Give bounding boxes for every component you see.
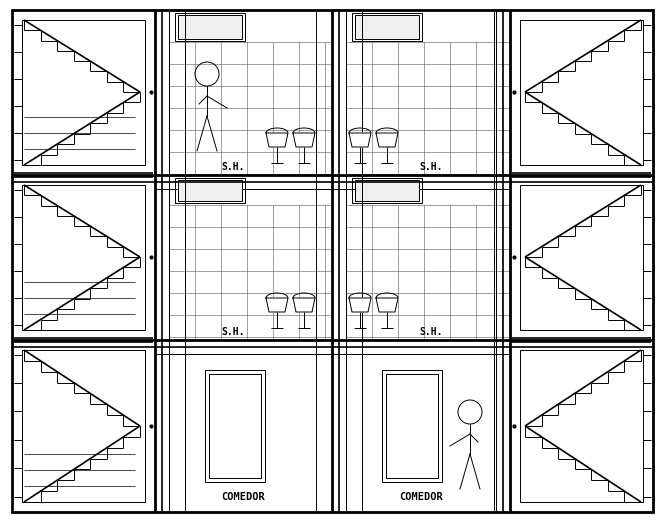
Polygon shape [266, 133, 288, 147]
Bar [205, 370, 265, 482]
Bar [12, 10, 155, 175]
Bar [178, 180, 242, 201]
Bar [346, 10, 362, 175]
Bar [346, 340, 362, 512]
Text: S.H.: S.H. [419, 162, 443, 172]
Bar [169, 340, 185, 512]
Bar [22, 350, 145, 502]
Bar [494, 10, 510, 175]
Bar [510, 340, 653, 512]
Bar [22, 185, 145, 330]
Text: S.H.: S.H. [419, 327, 443, 337]
Bar [494, 340, 510, 512]
Bar [352, 13, 422, 41]
Bar [12, 175, 155, 340]
Polygon shape [376, 298, 398, 312]
Polygon shape [293, 298, 315, 312]
Text: S.H.: S.H. [221, 327, 245, 337]
Bar [382, 370, 442, 482]
Bar [12, 340, 155, 512]
Text: S.H.: S.H. [221, 162, 245, 172]
Polygon shape [349, 133, 371, 147]
Bar [175, 13, 245, 41]
Bar [175, 178, 245, 203]
Bar [520, 350, 643, 502]
Bar [510, 10, 653, 175]
Bar [355, 15, 419, 39]
Bar [520, 20, 643, 165]
Bar [510, 175, 653, 340]
Bar [169, 10, 185, 175]
Bar [355, 180, 419, 201]
Text: COMEDOR: COMEDOR [399, 492, 443, 502]
Polygon shape [266, 298, 288, 312]
Bar [352, 178, 422, 203]
Bar [494, 175, 510, 340]
Bar [22, 20, 145, 165]
Bar [169, 175, 185, 340]
Bar [520, 185, 643, 330]
Bar [178, 15, 242, 39]
Bar [209, 374, 261, 478]
Bar [316, 175, 332, 340]
Bar [386, 374, 438, 478]
Bar [316, 10, 332, 175]
Text: COMEDOR: COMEDOR [221, 492, 265, 502]
Polygon shape [376, 133, 398, 147]
Polygon shape [349, 298, 371, 312]
Polygon shape [293, 133, 315, 147]
Bar [316, 340, 332, 512]
Bar [346, 175, 362, 340]
